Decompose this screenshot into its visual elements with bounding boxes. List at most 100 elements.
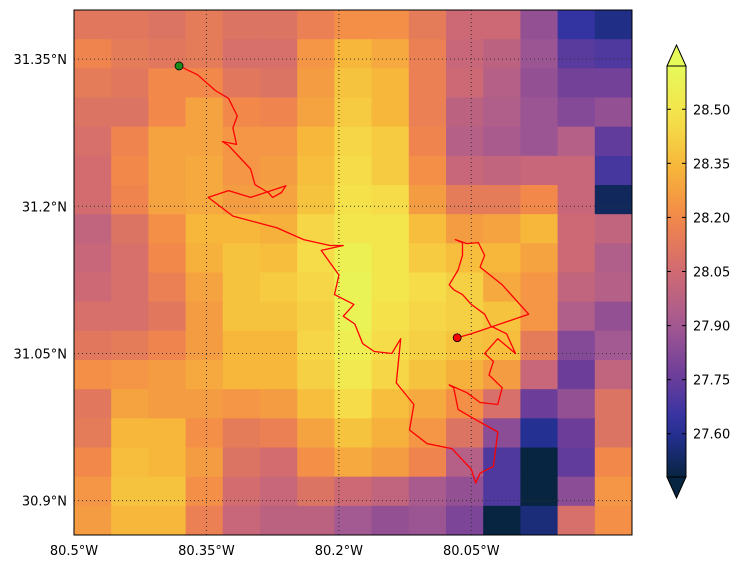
- heatmap-cell: [148, 155, 187, 186]
- heatmap-cell: [483, 301, 521, 332]
- heatmap-cell: [185, 10, 224, 40]
- heatmap-cell: [408, 476, 447, 507]
- heatmap-cell: [111, 126, 149, 157]
- heatmap-cell: [594, 389, 632, 419]
- heatmap-cell: [334, 97, 373, 128]
- longitude-tick-label: 80.5°W: [50, 544, 98, 559]
- heatmap-cell: [74, 155, 112, 186]
- heatmap-cell: [185, 505, 224, 535]
- heatmap-cell: [148, 272, 187, 303]
- heatmap-cell: [222, 10, 261, 40]
- heatmap-cell: [557, 418, 596, 449]
- heatmap-cell: [74, 10, 112, 40]
- sst-heatmap: [74, 10, 632, 535]
- heatmap-cell: [297, 39, 335, 69]
- heatmap-cell: [74, 418, 112, 449]
- heatmap-cell: [297, 330, 335, 361]
- heatmap-cell: [371, 68, 410, 99]
- heatmap-cell: [446, 476, 484, 507]
- heatmap-cell: [334, 447, 373, 478]
- heatmap-cell: [185, 214, 224, 244]
- latitude-tick-label: 30.9°N: [22, 495, 67, 510]
- heatmap-cell: [594, 330, 632, 361]
- heatmap-cell: [446, 39, 484, 69]
- heatmap-cell: [594, 97, 632, 128]
- heatmap-cell: [557, 126, 596, 157]
- heatmap-cell: [185, 418, 224, 449]
- heatmap-cell: [185, 68, 224, 99]
- heatmap-cell: [334, 68, 373, 99]
- colorbar-tick-label: 28.35: [693, 157, 730, 172]
- colorbar-min-extension: [666, 476, 687, 500]
- heatmap-cell: [408, 301, 447, 332]
- heatmap-cell: [483, 68, 521, 99]
- graticule: [74, 10, 632, 535]
- heatmap-cell: [111, 476, 149, 507]
- heatmap-cell: [594, 39, 632, 69]
- heatmap-cell: [483, 447, 521, 478]
- colorbar-tick-label: 28.20: [693, 211, 730, 226]
- heatmap-cell: [260, 418, 298, 449]
- heatmap-cell: [222, 126, 261, 157]
- latitude-axis: 30.9°N 31.05°N 31.2°N 31.35°N: [14, 53, 67, 510]
- heatmap-cell: [408, 185, 447, 215]
- heatmap-cell: [297, 360, 335, 390]
- heatmap-cell: [334, 126, 373, 157]
- heatmap-cell: [557, 272, 596, 303]
- heatmap-cell: [260, 10, 298, 40]
- heatmap-cell: [446, 360, 484, 390]
- heatmap-cell: [520, 447, 559, 478]
- longitude-tick-label: 80.35°W: [178, 544, 235, 559]
- heatmap-cell: [446, 301, 484, 332]
- heatmap-cell: [520, 214, 559, 244]
- colorbar-max-extension: [666, 43, 687, 67]
- heatmap-cell: [594, 155, 632, 186]
- heatmap-cell: [148, 330, 187, 361]
- heatmap-cell: [408, 214, 447, 244]
- colorbar-tick-label: 28.05: [693, 266, 730, 281]
- heatmap-cell: [334, 155, 373, 186]
- heatmap-cell: [222, 214, 261, 244]
- heatmap-cell: [260, 39, 298, 69]
- heatmap-cell: [594, 505, 632, 535]
- heatmap-cell: [446, 68, 484, 99]
- heatmap-cell: [111, 272, 149, 303]
- heatmap-cell: [260, 330, 298, 361]
- heatmap-cell: [371, 272, 410, 303]
- heatmap-cell: [297, 476, 335, 507]
- heatmap-cell: [483, 418, 521, 449]
- heatmap-cell: [483, 185, 521, 215]
- heatmap-cell: [446, 155, 484, 186]
- heatmap-cell: [297, 447, 335, 478]
- heatmap-cell: [74, 97, 112, 128]
- heatmap-cell: [408, 39, 447, 69]
- heatmap-cell: [260, 126, 298, 157]
- heatmap-cell: [260, 476, 298, 507]
- heatmap-cell: [557, 185, 596, 215]
- heatmap-cell: [520, 505, 559, 535]
- heatmap-cell: [557, 214, 596, 244]
- heatmap-cell: [297, 126, 335, 157]
- heatmap-cell: [148, 476, 187, 507]
- heatmap-cell: [483, 126, 521, 157]
- heatmap-cell: [557, 301, 596, 332]
- heatmap-cell: [557, 330, 596, 361]
- heatmap-cell: [260, 389, 298, 419]
- heatmap-cell: [371, 214, 410, 244]
- heatmap-cell: [408, 389, 447, 419]
- heatmap-cell: [483, 97, 521, 128]
- heatmap-cell: [185, 389, 224, 419]
- heatmap-cell: [334, 301, 373, 332]
- heatmap-cell: [408, 68, 447, 99]
- heatmap-cell: [74, 505, 112, 535]
- colorbar: 27.60 27.75 27.90 28.05 28.20 28.35 28.50: [666, 43, 730, 500]
- heatmap-cell: [594, 68, 632, 99]
- heatmap-cell: [520, 389, 559, 419]
- heatmap-cell: [148, 360, 187, 390]
- colorbar-tick-label: 27.60: [693, 428, 730, 443]
- heatmap-cell: [446, 243, 484, 274]
- heatmap-cell: [334, 476, 373, 507]
- heatmap-cell: [222, 39, 261, 69]
- heatmap-cell: [111, 10, 149, 40]
- longitude-tick-label: 80.2°W: [315, 544, 363, 559]
